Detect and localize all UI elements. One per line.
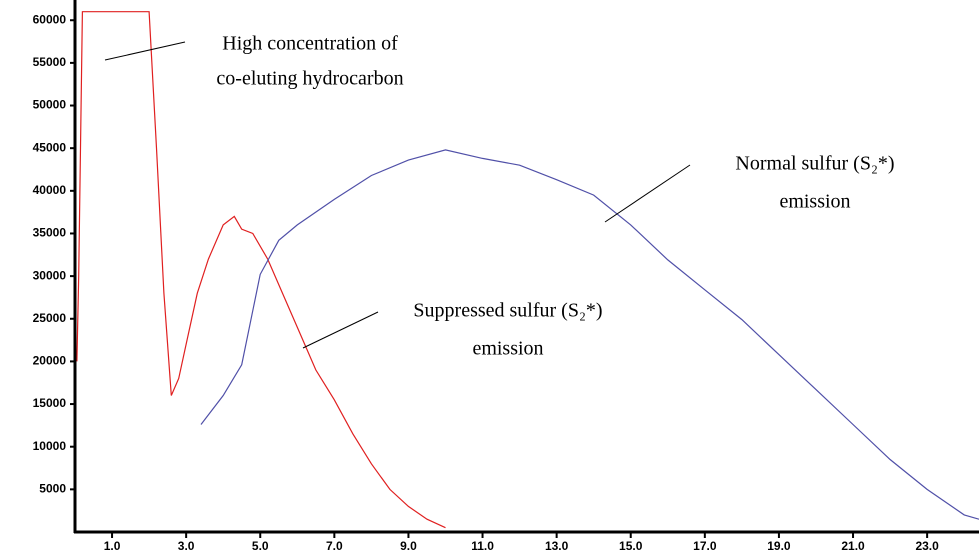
x-tick-label: 19.0	[767, 539, 791, 553]
x-tick-label: 1.0	[104, 539, 121, 553]
y-tick-label: 50000	[33, 98, 67, 112]
annotation-text: emission	[472, 338, 543, 360]
y-tick-label: 5000	[39, 482, 66, 496]
annotation-text: Suppressed sulfur (S₂*)	[413, 300, 602, 322]
series-line	[76, 11, 446, 529]
y-tick-label: 35000	[33, 226, 67, 240]
x-tick-label: 5.0	[252, 539, 269, 553]
y-tick-label: 10000	[33, 439, 67, 453]
x-tick-label: 9.0	[400, 539, 417, 553]
series-line	[200, 149, 979, 520]
y-tick-label: 55000	[33, 55, 67, 69]
annotation-leader	[604, 164, 691, 223]
y-tick-label: 25000	[33, 311, 67, 325]
annotation-text: emission	[779, 191, 850, 213]
x-tick-label: 7.0	[326, 539, 343, 553]
y-tick-label: 20000	[33, 354, 67, 368]
x-tick-label: 23.0	[915, 539, 939, 553]
y-tick-label: 45000	[33, 140, 67, 154]
x-tick-label: 13.0	[545, 539, 569, 553]
annotation-text: co-eluting hydrocarbon	[216, 68, 403, 90]
y-tick-label: 60000	[33, 12, 67, 26]
annotation-text: Normal sulfur (S₂*)	[735, 153, 894, 175]
x-tick-label: 11.0	[471, 539, 494, 553]
annotation-leader	[302, 311, 379, 349]
x-tick-label: 17.0	[693, 539, 717, 553]
x-tick-label: 15.0	[619, 539, 643, 553]
x-tick-label: 3.0	[178, 539, 195, 553]
annotation-text: High concentration of	[222, 33, 398, 55]
annotation-leader	[104, 41, 186, 61]
x-tick-label: 21.0	[841, 539, 865, 553]
y-tick-label: 15000	[33, 396, 67, 410]
y-tick-label: 40000	[33, 183, 67, 197]
y-tick-label: 30000	[33, 268, 67, 282]
